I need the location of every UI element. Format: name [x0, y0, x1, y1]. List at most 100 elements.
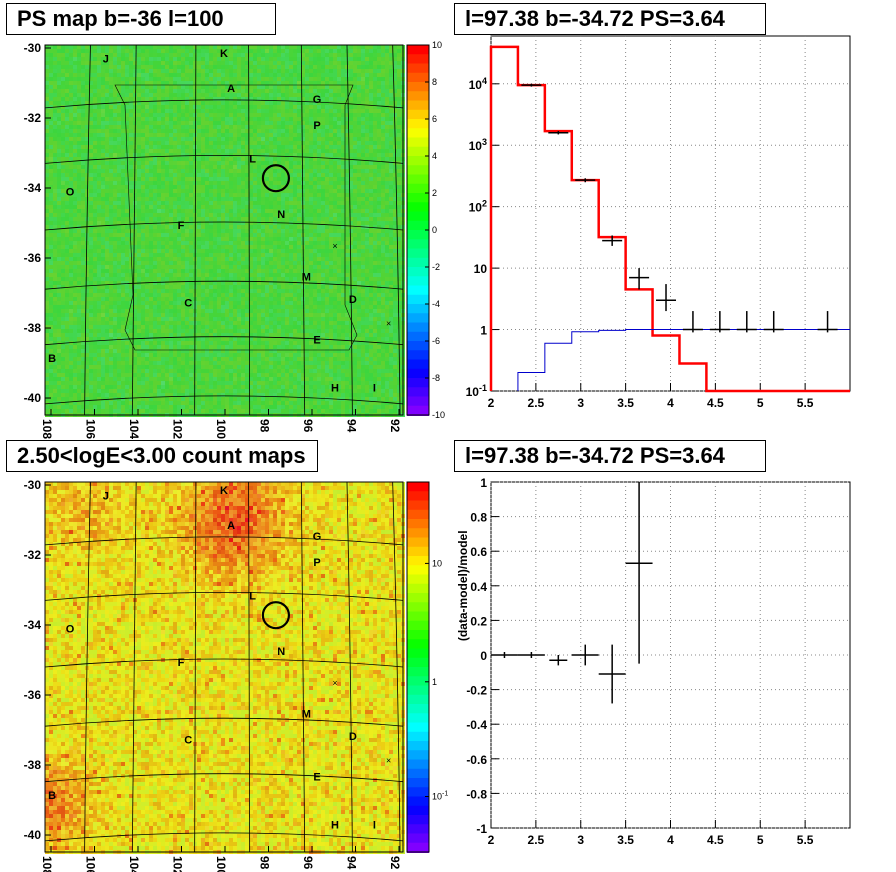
map2-x-tick-label: 96 — [301, 856, 315, 870]
map2-x-tick-label: 92 — [388, 856, 402, 870]
map2-source-circle — [261, 601, 291, 630]
map2-parallel — [44, 536, 404, 546]
map2-source-label: D — [349, 731, 357, 743]
spectrum1-title: l=97.38 b=-34.72 PS=3.64 — [454, 3, 766, 35]
map1-parallel — [44, 99, 404, 109]
spectrum1-y-tick-label: 104 — [469, 76, 487, 92]
map2-source-label: C — [184, 735, 192, 747]
map1-colorbar-label: 2 — [432, 188, 437, 198]
map2-meridian — [194, 481, 197, 853]
map1-parallel — [44, 336, 404, 346]
spectrum2-x-tick-label: 2.5 — [528, 833, 545, 847]
map2-parallel — [44, 773, 404, 783]
map1-x-tick-label: 102 — [171, 419, 185, 439]
map2-source-label: E — [313, 772, 320, 784]
map1-meridian — [392, 44, 401, 416]
map1-x-tick-label: 96 — [301, 419, 315, 433]
map2-source-label: A — [227, 520, 235, 532]
map1-source-label: O — [66, 187, 75, 199]
map2-title: 2.50<logE<3.00 count maps — [6, 440, 318, 472]
map2-marker: × — [386, 756, 391, 766]
map2-marker: × — [332, 678, 337, 688]
map2-parallel — [44, 832, 404, 842]
map1-source-label: G — [313, 94, 322, 106]
map1-source-label: C — [184, 298, 192, 310]
map2-y-tick-label: -32 — [24, 548, 42, 562]
map1-source-label: L — [249, 153, 256, 165]
map1-marker: × — [332, 241, 337, 251]
map1-meridian — [194, 44, 197, 416]
map2-source-label: B — [48, 790, 56, 802]
map2-y-tick-label: -36 — [24, 688, 42, 702]
map2-source-label: M — [302, 709, 311, 721]
map1-x-tick-label: 94 — [345, 419, 359, 433]
spectrum2-x-tick-label: 2 — [488, 833, 495, 847]
spectrum1-step-blue — [517, 329, 850, 391]
map2-colorbar-label: 10 — [432, 558, 442, 568]
map1-colorbar-label: -10 — [432, 410, 445, 420]
map1-colorbar-label: 0 — [432, 225, 437, 235]
spectrum2-x-tick-label: 3.5 — [617, 833, 634, 847]
map2-colorbar — [406, 481, 430, 853]
map1-y-tick-label: -32 — [24, 111, 42, 125]
map1-meridian — [346, 44, 353, 416]
spectrum1-y-tick-label: 10-1 — [466, 383, 487, 399]
spectrum1-x-tick-label: 2.5 — [528, 396, 545, 410]
map1-source-label: K — [220, 48, 228, 60]
map1-title: PS map b=-36 l=100 — [6, 3, 276, 35]
map1-source-label: J — [103, 53, 109, 65]
map1-x-tick-label: 100 — [214, 419, 228, 439]
map1-source-label: M — [302, 272, 311, 284]
spectrum2-y-axis-label: (data-model)/model — [456, 530, 470, 641]
spectrum1-step-red — [489, 45, 850, 393]
map1-parallel — [44, 221, 404, 231]
map1-x-tick-label: 98 — [258, 419, 272, 433]
spectrum2-y-tick-label: -0.6 — [466, 753, 487, 767]
map1-y-tick-label: -38 — [24, 321, 42, 335]
map1-source-label: F — [178, 220, 185, 232]
map2-parallel — [44, 592, 404, 601]
map1-source-circle — [261, 164, 291, 193]
map2-source-label: H — [331, 820, 339, 832]
map2-meridian — [84, 481, 91, 853]
map2-x-tick-label: 98 — [258, 856, 272, 870]
spectrum1-x-tick-label: 2 — [488, 396, 495, 410]
map1-colorbar-label: 4 — [432, 151, 437, 161]
map2-source-label: O — [66, 624, 75, 636]
spectrum2-y-tick-label: 0.2 — [470, 614, 487, 628]
map2-x-tick-label: 94 — [345, 856, 359, 870]
spectrum2-y-tick-label: -0.8 — [466, 787, 487, 801]
map2-source-label: K — [220, 485, 228, 497]
map2-x-tick-label: 102 — [171, 856, 185, 872]
map2-x-tick-label: 100 — [214, 856, 228, 872]
map1-colorbar-label: 8 — [432, 77, 437, 87]
map2-y-tick-label: -34 — [24, 618, 42, 632]
map2-source-label: N — [277, 646, 285, 658]
map2-source-label: J — [103, 490, 109, 502]
map2-parallel — [44, 717, 404, 727]
map1-colorbar-label: 10 — [432, 40, 442, 50]
spectrum2-y-tick-label: -0.4 — [466, 718, 487, 732]
map1-source-label: H — [331, 383, 339, 395]
map2-parallel — [44, 658, 404, 668]
map1-colorbar-label: -4 — [432, 299, 440, 309]
spectrum1-x-tick-label: 4 — [667, 396, 674, 410]
map1-marker: × — [386, 319, 391, 329]
map2-source-label: P — [313, 557, 320, 569]
map2-panel: J K A G P L O N F M C D E B H I × × 108 106 104 102 100 98 96 94 9… — [24, 478, 449, 872]
map2-meridian — [346, 481, 353, 853]
map1-x-tick-label: 92 — [388, 419, 402, 433]
map1-parallel — [44, 395, 404, 405]
map2-meridian — [392, 481, 401, 853]
spectrum1-x-tick-label: 5 — [757, 396, 764, 410]
map2-x-tick-label: 106 — [84, 856, 98, 872]
map1-roi-outline — [114, 84, 358, 351]
spectrum2-y-tick-label: 0.8 — [470, 511, 487, 525]
spectrum2-x-tick-label: 3 — [577, 833, 584, 847]
map2-x-tick-label: 108 — [40, 856, 54, 872]
map2-meridian — [300, 481, 306, 853]
map1-source-label: A — [227, 83, 235, 95]
spectrum2-y-tick-label: -1 — [476, 822, 487, 836]
map2-y-tick-label: -38 — [24, 758, 42, 772]
